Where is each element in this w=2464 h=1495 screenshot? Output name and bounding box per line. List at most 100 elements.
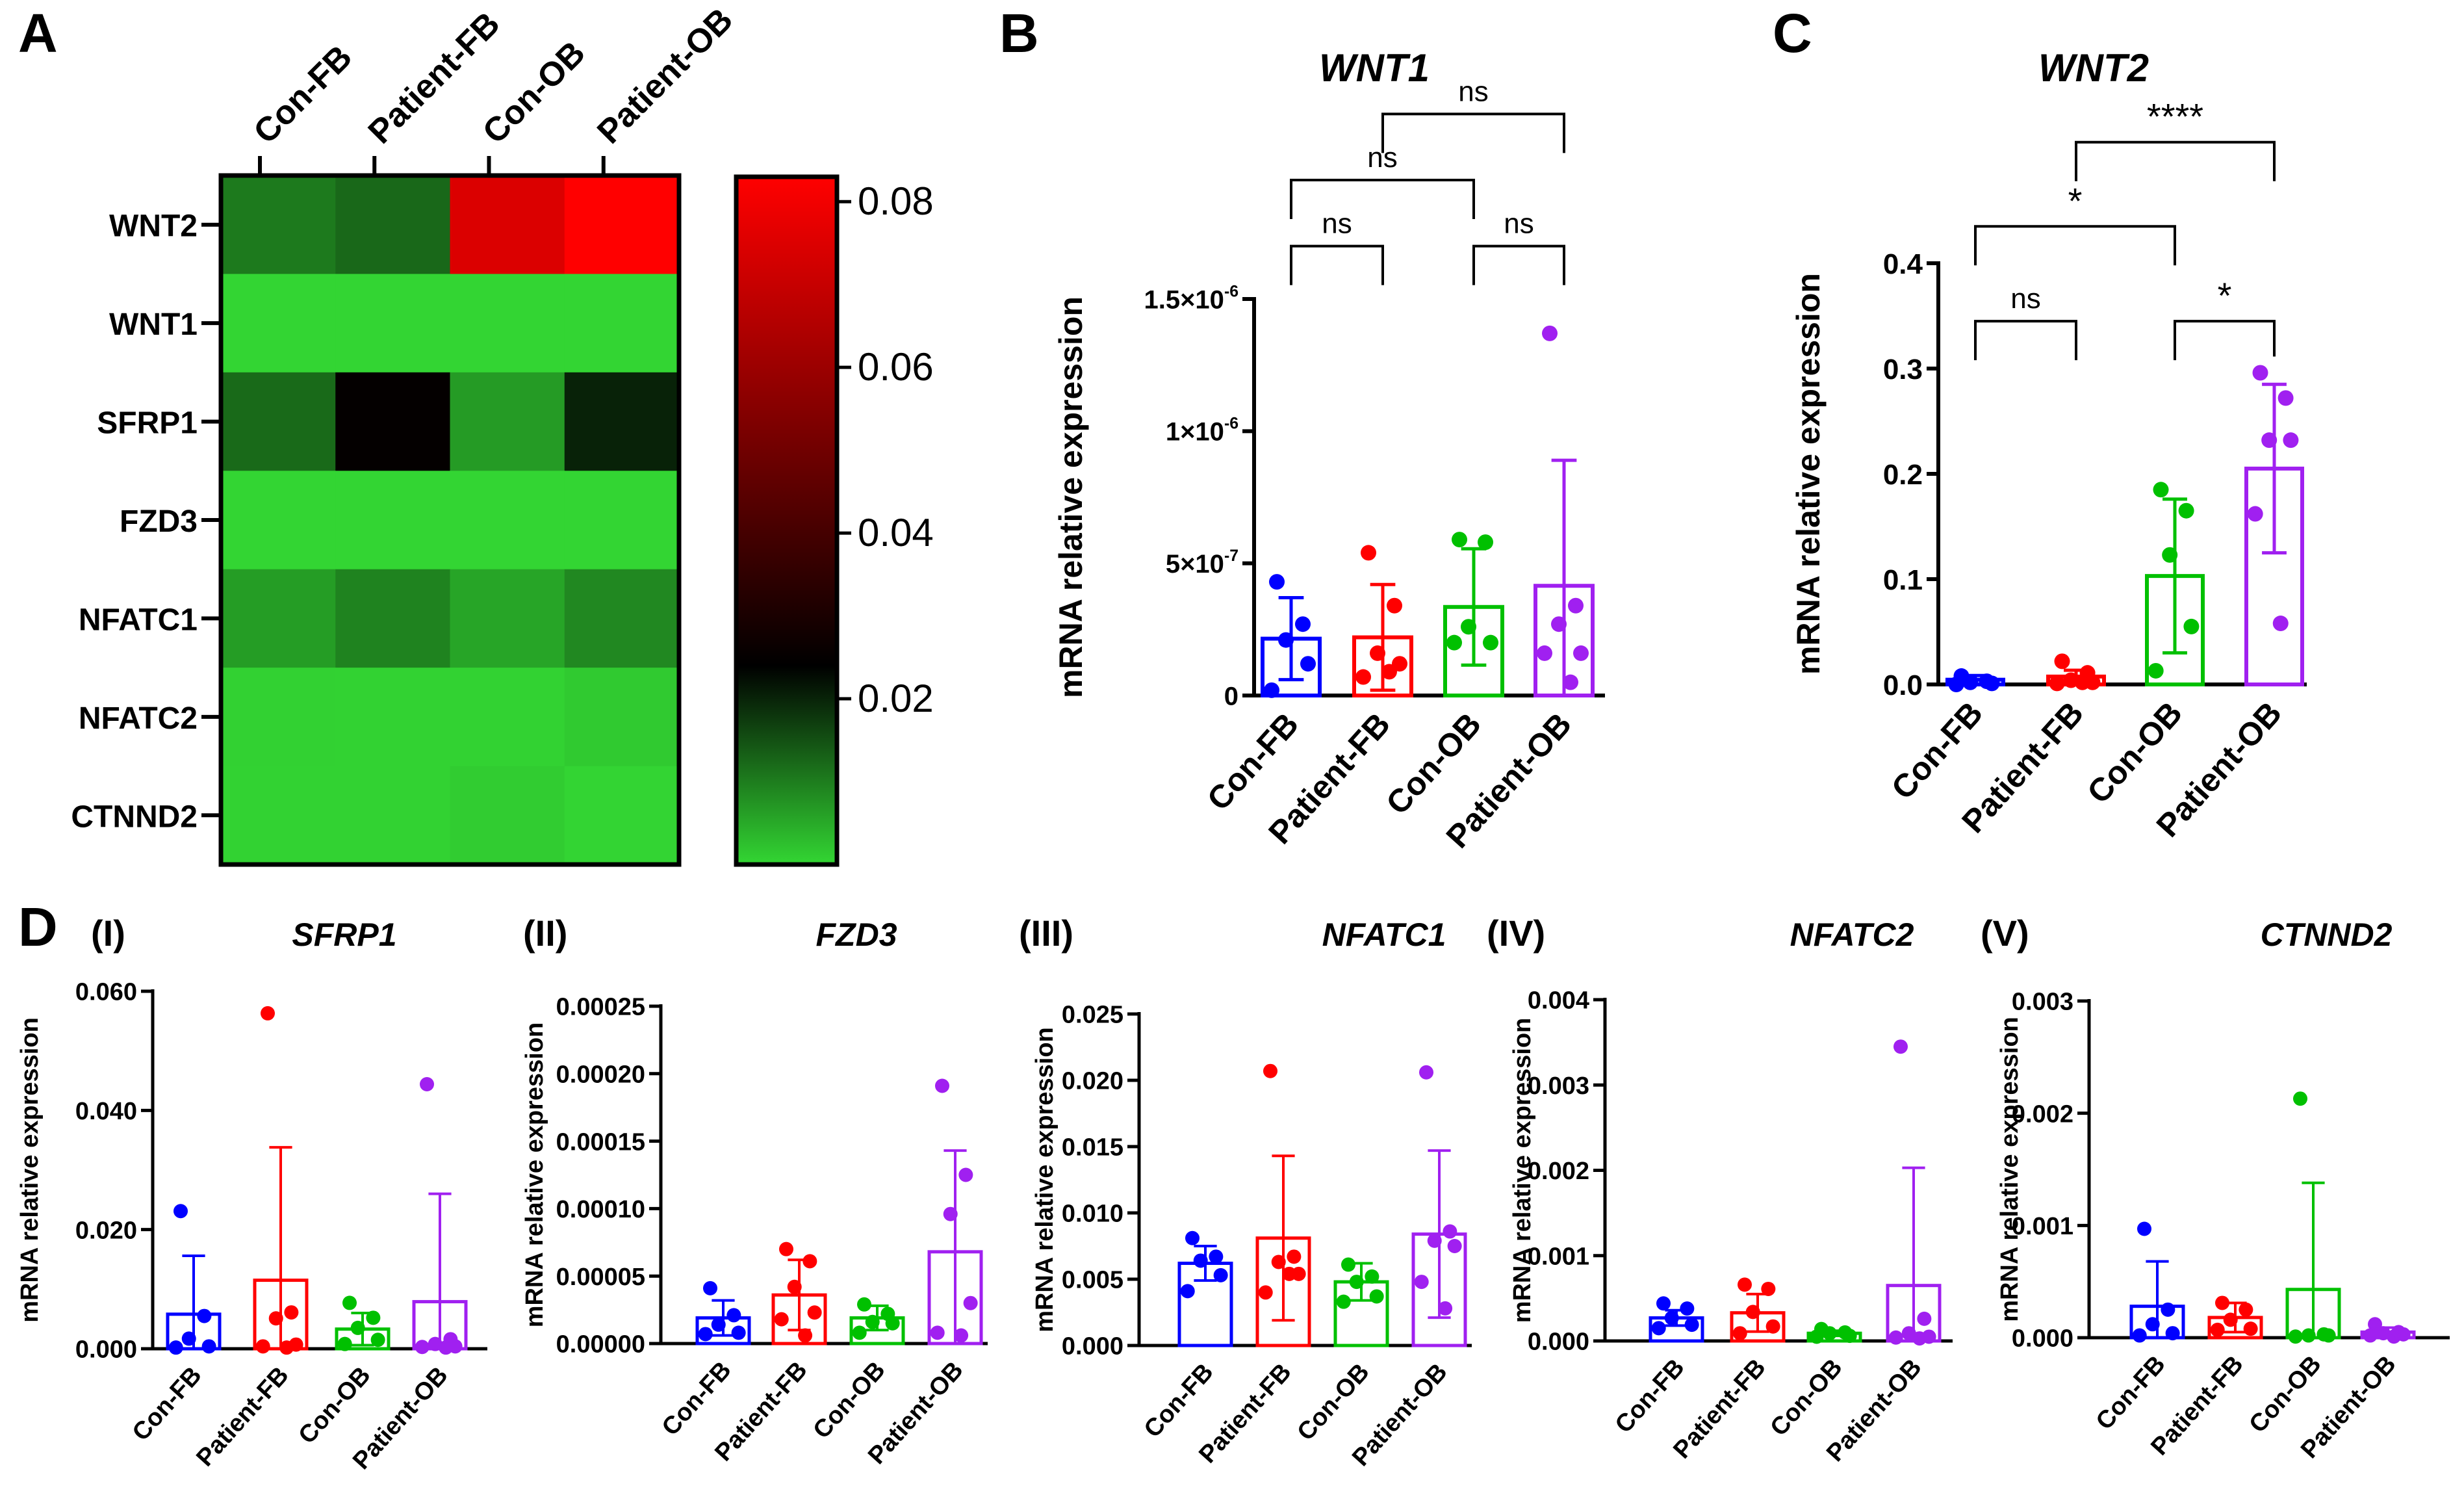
- data-point-nfatc1-con-ob: [1349, 1275, 1364, 1290]
- data-point-nfatc1-con-ob: [1365, 1269, 1380, 1284]
- heatmap-cell-fzd3-patient-fb: [335, 471, 450, 570]
- data-point-wnt2-con-ob: [2162, 547, 2178, 563]
- data-point-nfatc2-patient-fb: [1765, 1319, 1780, 1334]
- y-tick-label-base: 0.002: [2012, 1100, 2073, 1128]
- data-point-wnt1-patient-ob: [1568, 597, 1584, 614]
- data-point-fzd3-patient-ob: [930, 1325, 945, 1340]
- data-point-sfrp1-patient-ob: [415, 1340, 430, 1355]
- colorbar: [734, 174, 840, 867]
- significance-bracket-wnt2: [2075, 140, 2276, 181]
- heatmap-row-label-sfrp1: SFRP1: [97, 406, 198, 441]
- data-point-fzd3-con-fb: [711, 1317, 726, 1332]
- heatmap-col-label-con-ob: Con-OB: [476, 34, 593, 151]
- y-tick-label-fzd3: 0.00020: [556, 1061, 645, 1088]
- y-tick-label-base: 0.060: [75, 979, 137, 1006]
- heatmap-cell-sfrp1-patient-ob: [564, 372, 680, 471]
- data-point-nfatc2-patient-fb: [1738, 1277, 1752, 1292]
- chart-wnt2: WNT2 mRNA relative expression 0.0 0.1 0.2 0.3…: [1790, 46, 2307, 844]
- colorbar-tick-label: 0.04: [858, 511, 934, 554]
- y-tick-label-base: 0.010: [1062, 1201, 1123, 1228]
- y-tick-label-nfatc2: 0.000: [1528, 1329, 1589, 1356]
- data-point-ctnnd2-con-ob: [2293, 1091, 2307, 1106]
- heatmap-cell-fzd3-con-ob: [450, 471, 565, 570]
- y-tick-label-wnt2: 0.4: [1883, 248, 1923, 280]
- data-point-wnt1-patient-fb: [1361, 545, 1376, 561]
- y-tick-label-ctnnd2: 0.001: [2012, 1213, 2073, 1240]
- data-point-nfatc1-patient-fb: [1271, 1254, 1286, 1269]
- data-point-wnt2-patient-ob: [2261, 432, 2278, 448]
- heatmap-cell-wnt2-con-ob: [450, 176, 565, 274]
- y-tick-label-nfatc2: 0.003: [1528, 1072, 1589, 1100]
- significance-label-wnt2: *: [2218, 275, 2232, 316]
- sub-label-i: (I): [91, 913, 125, 954]
- data-point-nfatc1-con-fb: [1180, 1284, 1195, 1299]
- x-tick-label-sfrp1-con-fb: Con-FB: [127, 1362, 207, 1446]
- x-tick-label-fzd3-con-ob: Con-OB: [808, 1357, 890, 1444]
- data-point-sfrp1-patient-fb: [255, 1339, 270, 1354]
- x-tick-label-sfrp1-patient-fb: Patient-FB: [191, 1362, 294, 1472]
- data-point-nfatc2-patient-ob: [1893, 1039, 1908, 1054]
- data-point-wnt1-con-ob: [1452, 532, 1467, 548]
- data-point-ctnnd2-con-fb: [2137, 1221, 2151, 1236]
- data-point-wnt1-patient-ob: [1551, 616, 1567, 632]
- heatmap-cell-ctnnd2-con-ob: [450, 766, 565, 865]
- sub-label-ii: (II): [523, 913, 567, 954]
- chart-fzd3: FZD3 mRNA relative expression 0.00000 0.000…: [521, 916, 988, 1470]
- data-point-wnt1-con-fb: [1300, 656, 1316, 672]
- data-point-wnt2-patient-ob: [2272, 616, 2289, 632]
- data-point-wnt1-con-ob: [1461, 619, 1476, 635]
- y-tick-label-base: 0.00010: [556, 1196, 645, 1223]
- data-point-fzd3-patient-fb: [774, 1312, 789, 1327]
- chart-title-nfatc1: NFATC1: [1322, 916, 1446, 953]
- significance-label-wnt1: ns: [1458, 75, 1488, 107]
- heatmap-row-label-wnt1: WNT1: [109, 307, 198, 342]
- data-point-wnt1-con-ob: [1446, 634, 1462, 651]
- data-point-fzd3-con-ob: [865, 1314, 880, 1329]
- data-point-sfrp1-con-ob: [350, 1320, 365, 1335]
- y-tick-label-base: 0.015: [1062, 1134, 1123, 1162]
- data-point-ctnnd2-patient-fb: [2239, 1302, 2253, 1317]
- data-point-sfrp1-con-fb: [201, 1339, 216, 1354]
- data-point-nfatc2-patient-ob: [1917, 1311, 1932, 1326]
- data-point-sfrp1-con-ob: [370, 1332, 385, 1347]
- y-tick-label-base: 0.020: [75, 1217, 137, 1244]
- heatmap-col-label-con-fb: Con-FB: [246, 38, 359, 151]
- data-point-wnt1-con-ob: [1478, 534, 1493, 551]
- chart-ctnnd2: CTNND2 mRNA relative expression 0.000 0.001…: [1996, 916, 2450, 1464]
- data-point-ctnnd2-patient-ob: [2387, 1329, 2402, 1344]
- panel-label-b: B: [999, 3, 1039, 64]
- data-point-wnt2-con-fb: [1962, 674, 1979, 690]
- data-point-fzd3-patient-fb: [787, 1279, 802, 1294]
- heatmap-cell-sfrp1-con-ob: [450, 372, 565, 471]
- y-tick-label-base: 0.000: [1062, 1333, 1123, 1360]
- data-point-nfatc1-patient-ob: [1419, 1065, 1433, 1080]
- sub-label-iii: (III): [1019, 913, 1073, 954]
- significance-bracket-wnt1: [1290, 179, 1475, 219]
- heatmap-cell-nfatc1-patient-fb: [335, 569, 450, 668]
- data-point-nfatc2-patient-fb: [1745, 1305, 1760, 1320]
- y-tick-label-base: 0.00025: [556, 994, 645, 1021]
- y-tick-label-base: 0.004: [1528, 987, 1589, 1015]
- chart-sfrp1: SFRP1 mRNA relative expression 0.000 0.020 0…: [16, 916, 487, 1475]
- data-point-nfatc1-con-ob: [1341, 1257, 1355, 1272]
- data-point-sfrp1-con-fb: [181, 1331, 196, 1346]
- data-point-wnt2-patient-fb: [2074, 674, 2090, 690]
- significance-label-wnt1: ns: [1504, 208, 1534, 240]
- chart-title-wnt1: WNT1: [1319, 46, 1430, 90]
- chart-title-fzd3: FZD3: [816, 916, 897, 953]
- heatmap-cell-sfrp1-patient-fb: [335, 372, 450, 471]
- significance-bracket-wnt1: [1381, 112, 1565, 153]
- data-point-nfatc1-patient-ob: [1414, 1275, 1429, 1290]
- data-point-sfrp1-con-fb: [168, 1340, 183, 1355]
- y-tick-label-sfrp1: 0.060: [75, 979, 137, 1006]
- heatmap-cell-wnt1-patient-fb: [335, 274, 450, 373]
- y-tick-label-wnt1: 1×10-6: [1166, 415, 1238, 447]
- heatmap-cell-nfatc1-con-ob: [450, 569, 565, 668]
- data-point-wnt2-patient-fb: [2049, 675, 2065, 692]
- data-point-nfatc1-con-fb: [1213, 1268, 1228, 1282]
- y-tick-label-nfatc1: 0.020: [1062, 1068, 1123, 1095]
- data-point-fzd3-con-ob: [852, 1325, 867, 1340]
- y-tick-label-base: 0.040: [75, 1098, 137, 1125]
- heatmap-cell-wnt2-patient-fb: [335, 176, 450, 274]
